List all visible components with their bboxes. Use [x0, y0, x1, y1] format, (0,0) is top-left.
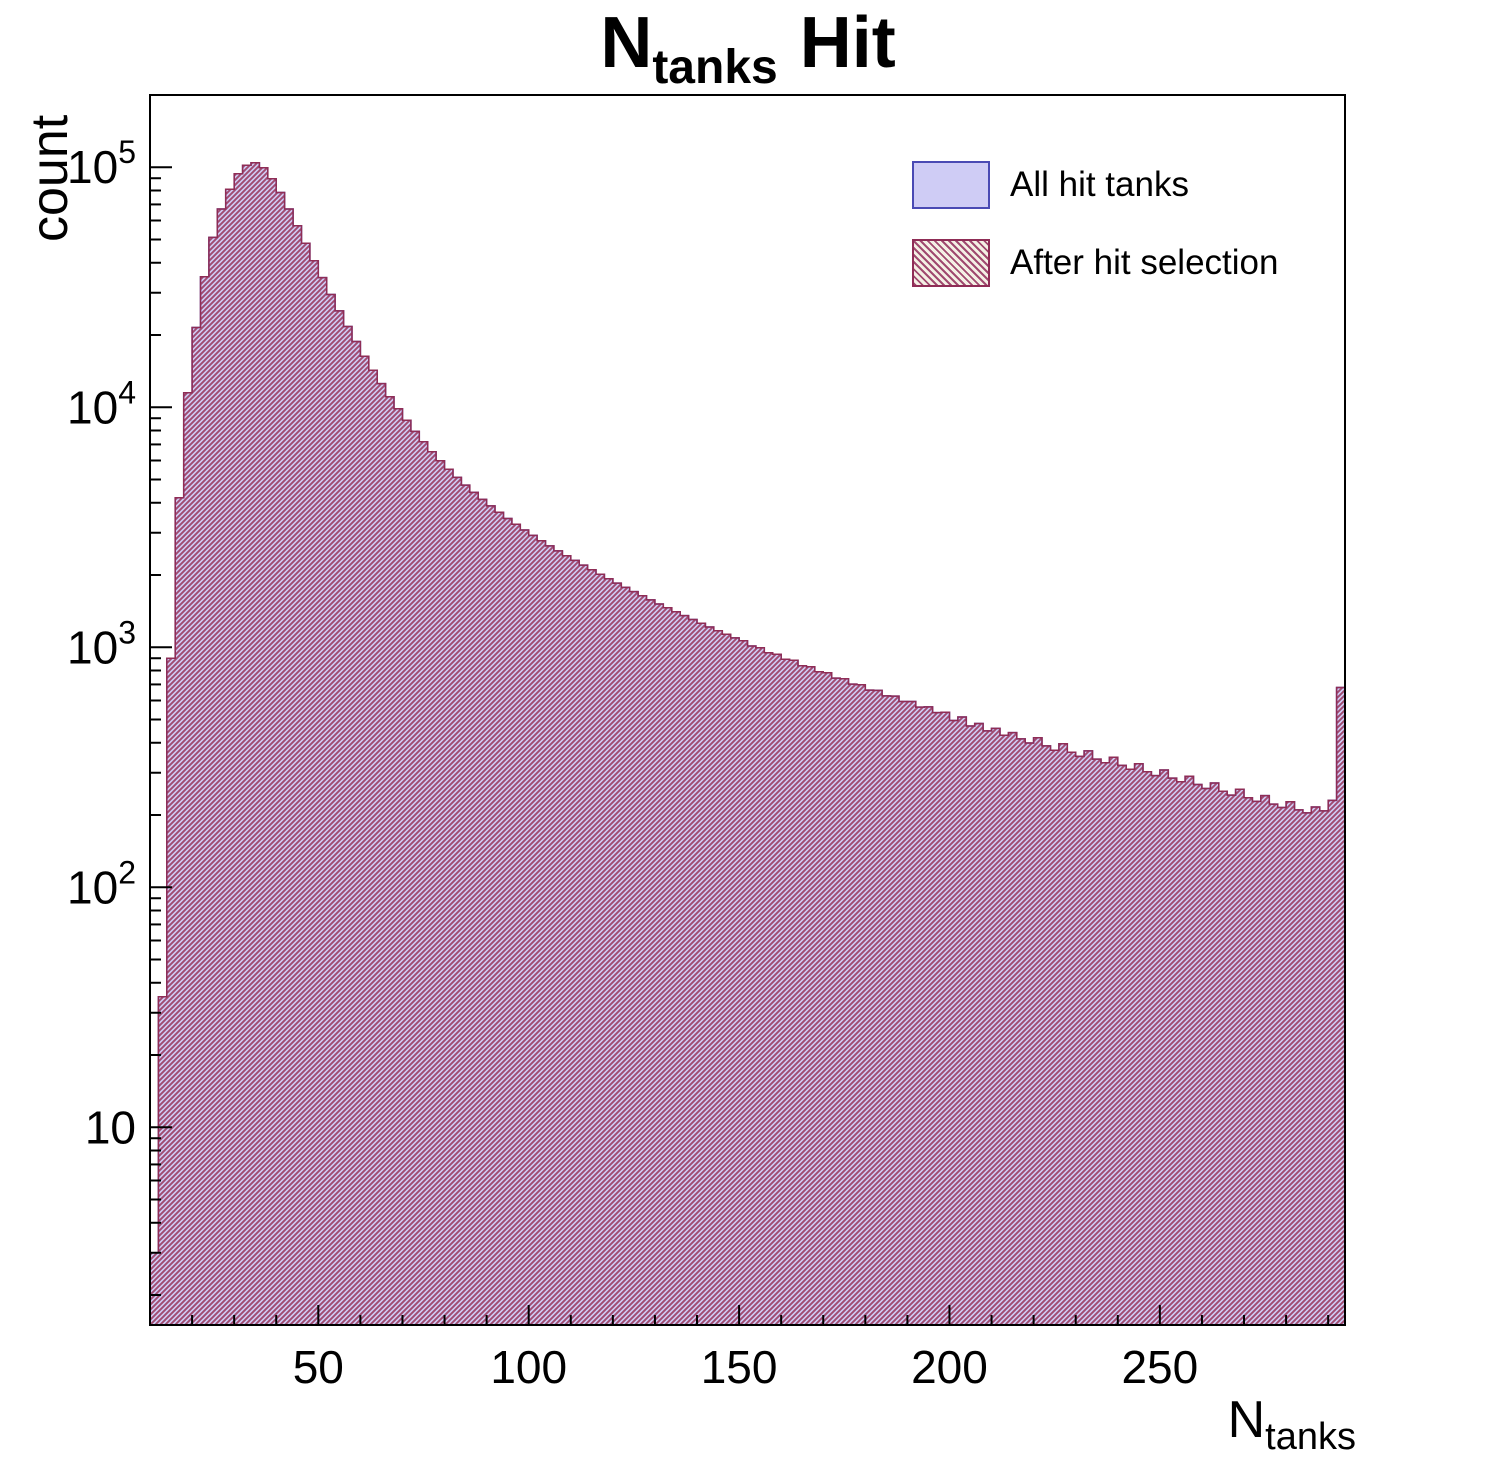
y-axis-title: count — [21, 114, 79, 242]
x-tick-label: 150 — [701, 1341, 778, 1393]
x-tick-label: 250 — [1121, 1341, 1198, 1393]
histogram-after-hit-selection — [150, 161, 1345, 1325]
histograms — [150, 161, 1345, 1325]
y-tick-label: 103 — [67, 614, 136, 673]
legend-swatch-after-hit-selection — [912, 239, 990, 287]
plot-frame — [149, 94, 1346, 1326]
x-axis-ticks — [191, 1305, 1330, 1325]
y-tick-label: 104 — [67, 374, 136, 433]
x-tick-label: 50 — [293, 1341, 344, 1393]
legend-label-after-hit-selection: After hit selection — [1010, 243, 1279, 282]
title-suffix: Hit — [799, 3, 896, 83]
legend-item-all-hit-tanks: All hit tanks — [912, 146, 1278, 224]
x-axis-title-main: N — [1227, 1391, 1266, 1449]
y-axis-labels: 10 102 103 104 105 — [67, 134, 136, 1153]
legend-swatch-all-hit-tanks — [912, 161, 990, 209]
y-axis-ticks — [150, 94, 172, 1297]
chart-title: Ntanks Hit — [0, 2, 1496, 94]
x-axis-title-subscript: tanks — [1265, 1416, 1356, 1458]
y-tick-label: 105 — [67, 134, 136, 193]
x-tick-label: 200 — [911, 1341, 988, 1393]
legend-label-all-hit-tanks: All hit tanks — [1010, 165, 1189, 204]
x-axis-labels: 50 100 150 200 250 — [293, 1341, 1199, 1393]
title-main: N — [600, 3, 653, 83]
legend-item-after-hit-selection: After hit selection — [912, 224, 1278, 302]
legend: All hit tanks After hit selection — [912, 146, 1278, 302]
title-subscript: tanks — [652, 41, 778, 94]
x-axis-title: Ntanks — [1227, 1390, 1356, 1458]
x-tick-label: 100 — [490, 1341, 567, 1393]
y-tick-label: 10 — [85, 1101, 136, 1153]
y-tick-label: 102 — [67, 854, 136, 913]
